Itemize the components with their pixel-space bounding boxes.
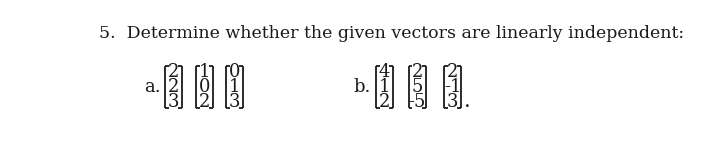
Text: 0: 0: [228, 63, 240, 81]
Text: b.: b.: [354, 78, 371, 96]
Text: 0: 0: [199, 78, 210, 96]
Text: 2: 2: [379, 93, 390, 111]
Text: a.: a.: [144, 78, 161, 96]
Text: 1: 1: [228, 78, 240, 96]
Text: 1: 1: [379, 78, 390, 96]
Text: 5.  Determine whether the given vectors are linearly independent:: 5. Determine whether the given vectors a…: [99, 25, 685, 42]
Text: -1: -1: [444, 78, 462, 96]
Text: .: .: [464, 92, 470, 111]
Text: 2: 2: [168, 63, 179, 81]
Text: 2: 2: [168, 78, 179, 96]
Text: 2: 2: [411, 63, 423, 81]
Text: -5: -5: [408, 93, 426, 111]
Text: 2: 2: [199, 93, 210, 111]
Text: 2: 2: [447, 63, 459, 81]
Text: 5: 5: [411, 78, 423, 96]
Text: 4: 4: [379, 63, 390, 81]
Text: 3: 3: [168, 93, 179, 111]
Text: 3: 3: [228, 93, 240, 111]
Text: 1: 1: [199, 63, 210, 81]
Text: 3: 3: [447, 93, 459, 111]
